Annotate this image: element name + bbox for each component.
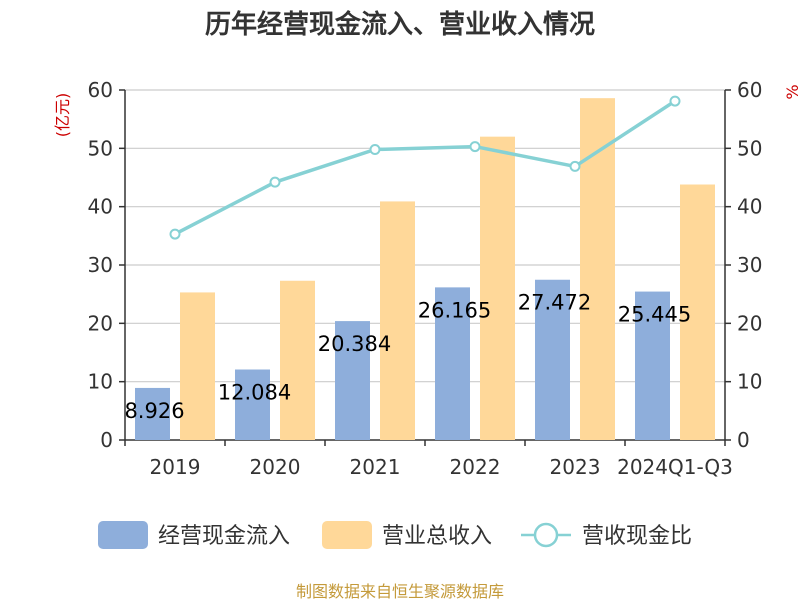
bar-revenue [180, 292, 215, 440]
line-point [569, 160, 581, 172]
bar-revenue [580, 98, 615, 441]
line-point [169, 228, 181, 240]
line-point [369, 144, 381, 155]
bar-cash-inflow [535, 279, 570, 440]
bar-revenue [480, 136, 515, 440]
legend-label: 经营现金流入 [158, 524, 290, 549]
y-right-tick-label: 10 [737, 370, 762, 394]
bar-cash-inflow [335, 321, 370, 440]
bar-revenue [280, 280, 315, 440]
x-tick-label: 2024Q1-Q3 [617, 455, 733, 479]
bar-revenue [380, 201, 415, 440]
axes: 0 10 20 30 40 50 60 0 10 20 30 40 50 60 (亿元)% 2019 2020 2… [53, 78, 800, 479]
legend-swatch-marker [533, 522, 559, 548]
line-cash-ratio [174, 99, 676, 236]
line-series [169, 95, 681, 240]
data-label: 12.084 [218, 381, 291, 405]
data-label: 26.165 [418, 298, 491, 322]
y-left-tick-label: 30 [88, 253, 113, 277]
legend-label: 营业总收入 [382, 524, 492, 549]
line-point [269, 176, 281, 188]
bar-cash-inflow [235, 369, 270, 440]
y-right-tick-label: 30 [737, 253, 762, 277]
y-left-tick-label: 0 [100, 428, 113, 452]
x-tick-label: 2023 [550, 455, 601, 479]
x-tick-label: 2022 [450, 455, 501, 479]
y-left-tick-label: 40 [88, 195, 113, 219]
bar-cash-inflow [135, 387, 170, 440]
data-label: 25.445 [618, 303, 691, 327]
y-left-tick-label: 10 [88, 370, 113, 394]
chart-title: 历年经营现金流入、营业收入情况 [204, 10, 595, 40]
bar-revenue [680, 184, 715, 440]
legend-label: 营收现金比 [582, 524, 692, 549]
y-right-tick-label: 20 [737, 311, 762, 335]
data-label: 20.384 [318, 332, 391, 356]
data-label: 8.926 [124, 399, 184, 423]
legend-swatch [322, 521, 372, 549]
y-right-tick-label: 60 [737, 78, 762, 102]
x-tick-label: 2019 [150, 455, 201, 479]
data-labels: 8.926 12.084 20.384 26.165 27.472 25.445 [124, 291, 691, 423]
x-tick-label: 2020 [250, 455, 301, 479]
bar-cash-inflow [635, 291, 670, 440]
line-point [669, 95, 681, 107]
y-left-tick-label: 50 [88, 136, 113, 160]
y-left-tick-label: 20 [88, 311, 113, 335]
x-tick-label: 2021 [350, 455, 401, 479]
y-right-unit: % [783, 84, 800, 99]
source-note: 制图数据来自恒生聚源数据库 [295, 582, 504, 601]
bar-series [135, 98, 715, 441]
y-left-tick-label: 60 [88, 78, 113, 102]
y-right-tick-label: 50 [737, 136, 762, 160]
data-label: 27.472 [518, 291, 591, 315]
y-right-tick-label: 0 [737, 428, 750, 452]
y-left-unit: (亿元) [53, 93, 72, 138]
y-right-tick-label: 40 [737, 195, 762, 219]
line-point [469, 141, 481, 153]
legend-swatch [98, 521, 148, 549]
legend: 经营现金流入 营业总收入 营收现金比 [98, 521, 692, 549]
bar-cash-inflow [435, 287, 470, 440]
